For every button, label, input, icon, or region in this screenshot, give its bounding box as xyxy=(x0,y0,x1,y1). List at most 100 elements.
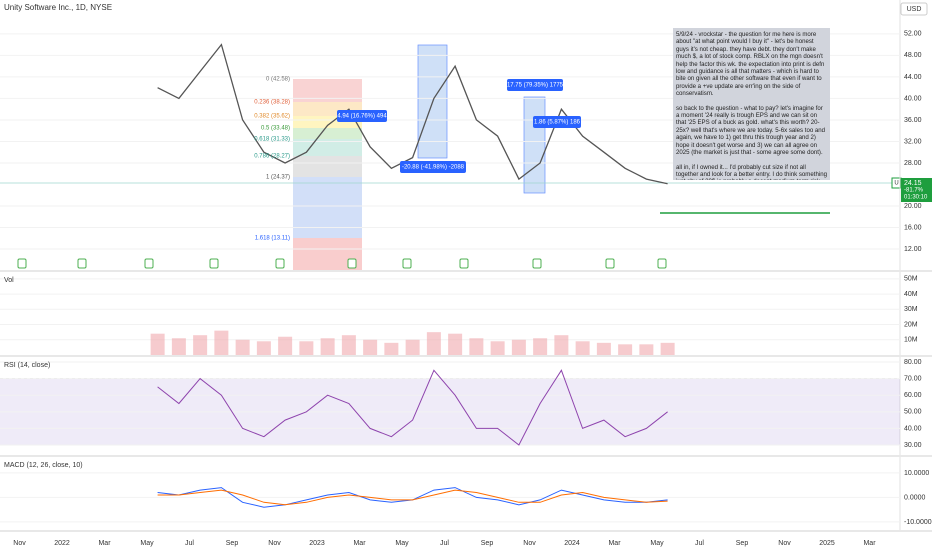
fib-label: 0.5 (33.48) xyxy=(261,126,290,132)
y-tick-label: 44.00 xyxy=(904,74,922,81)
series-line xyxy=(157,369,668,446)
annotation: 17.75 (79.35%) 1775 xyxy=(507,83,564,89)
y-tick-label: 48.00 xyxy=(904,52,922,59)
x-tick-label: 2023 xyxy=(309,540,325,547)
earnings-marker xyxy=(657,258,667,269)
earnings-marker xyxy=(17,258,27,269)
panel-title: Vol xyxy=(4,277,14,284)
y-tick-label: 20M xyxy=(904,321,918,328)
panel-title: MACD (12, 26, close, 10) xyxy=(4,462,83,469)
earnings-marker xyxy=(209,258,219,269)
x-tick-label: Mar xyxy=(98,540,111,547)
volume-bar xyxy=(511,339,526,355)
fib-label: 0.382 (35.62) xyxy=(254,114,290,120)
currency: USD xyxy=(907,6,922,13)
earnings-marker xyxy=(402,258,412,269)
volume-bar xyxy=(341,335,356,355)
y-tick-label: 50.00 xyxy=(904,409,922,416)
y-tick-label: 12.00 xyxy=(904,246,922,253)
y-tick-label: 10.0000 xyxy=(904,470,929,477)
volume-bar xyxy=(426,332,441,355)
x-tick-label: Sep xyxy=(736,540,749,547)
panel-title: RSI (14, close) xyxy=(4,362,50,369)
series-line xyxy=(157,43,668,185)
volume-bar xyxy=(639,344,654,355)
x-tick-label: May xyxy=(140,540,154,547)
fib-label: 0 (42.58) xyxy=(266,77,290,83)
y-tick-label: 10M xyxy=(904,337,918,344)
x-tick-label: Nov xyxy=(523,540,536,547)
volume-bar xyxy=(363,339,378,355)
volume-bar xyxy=(193,335,208,355)
volume-bar xyxy=(448,333,463,355)
earnings-marker xyxy=(459,258,469,269)
volume-bar xyxy=(469,338,484,355)
y-tick-label: 36.00 xyxy=(904,117,922,124)
y-tick-label: 50M xyxy=(904,276,918,283)
volume-bar xyxy=(575,341,590,355)
x-tick-label: Mar xyxy=(863,540,876,547)
fib-label: 1 (24.37) xyxy=(266,175,290,181)
annotation: 4.94 (16.76%) 494 xyxy=(337,114,387,120)
fib-label: 0.786 (28.27) xyxy=(254,154,290,160)
note-text: so back to the question - what to pay? l… xyxy=(676,104,826,157)
x-tick-label: Sep xyxy=(226,540,239,547)
header-title: Unity Software Inc., 1D, NYSE xyxy=(4,3,112,12)
annotation-box xyxy=(507,79,563,91)
volume-bar xyxy=(618,344,633,355)
fib-label: 0.236 (38.28) xyxy=(254,100,290,106)
y-tick-label: 40M xyxy=(904,291,918,298)
earnings-marker xyxy=(347,258,357,269)
volume-bar xyxy=(278,336,293,355)
volume-bar xyxy=(256,341,271,355)
note-text: 5/9/24 - vrockstar - the question for me… xyxy=(676,31,825,98)
note-text: all in, if I owned it... I'd probably cu… xyxy=(676,163,827,181)
symbol-tag: U xyxy=(894,181,898,187)
x-tick-label: 2025 xyxy=(819,540,835,547)
y-tick-label: 0.0000 xyxy=(904,494,926,501)
annotation-box xyxy=(400,161,466,173)
volume-bar xyxy=(596,342,611,355)
earnings-marker xyxy=(605,258,615,269)
y-tick-label: 52.00 xyxy=(904,31,922,38)
price-tag-box xyxy=(901,178,932,202)
y-tick-label: 16.00 xyxy=(904,224,922,231)
measure-box xyxy=(523,96,546,194)
earnings-marker xyxy=(532,258,542,269)
fib-label: 1.618 (13.11) xyxy=(255,236,290,242)
volume-bar xyxy=(235,339,250,355)
fib-tool xyxy=(293,79,362,270)
volume-bar xyxy=(320,338,335,355)
y-tick-label: 28.00 xyxy=(904,160,922,167)
y-tick-label: 20.00 xyxy=(904,203,922,210)
x-tick-label: May xyxy=(650,540,664,547)
y-tick-label: 32.00 xyxy=(904,138,922,145)
x-tick-label: Mar xyxy=(353,540,366,547)
note-box: 5/9/24 - vrockstar - the question for me… xyxy=(673,28,830,180)
volume-bar xyxy=(490,341,505,355)
annotation: -20.88 (-41.98%) -2088 xyxy=(402,165,465,171)
x-tick-label: Jul xyxy=(440,540,449,547)
x-tick-label: Sep xyxy=(481,540,494,547)
series-line xyxy=(157,489,668,506)
y-tick-label: 40.00 xyxy=(904,425,922,432)
x-tick-label: Nov xyxy=(268,540,281,547)
earnings-marker xyxy=(275,258,285,269)
x-tick-label: 2024 xyxy=(564,540,580,547)
volume-bar xyxy=(214,330,229,355)
earnings-marker xyxy=(77,258,87,269)
x-tick-label: Nov xyxy=(13,540,26,547)
volume-bar xyxy=(554,335,569,355)
change-tag: -81.7% xyxy=(904,188,924,194)
currency-box xyxy=(900,2,928,16)
x-tick-label: Nov xyxy=(778,540,791,547)
x-tick-label: Jul xyxy=(695,540,704,547)
x-tick-label: 2022 xyxy=(54,540,70,547)
x-tick-label: Mar xyxy=(608,540,621,547)
volume-bar xyxy=(533,338,548,355)
volume-bar xyxy=(405,339,420,355)
y-tick-label: 60.00 xyxy=(904,392,922,399)
x-tick-label: May xyxy=(395,540,409,547)
volume-bar xyxy=(150,333,165,355)
